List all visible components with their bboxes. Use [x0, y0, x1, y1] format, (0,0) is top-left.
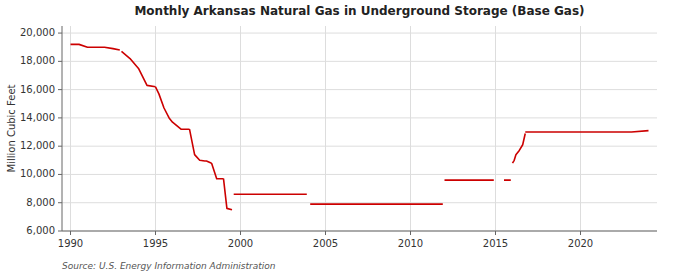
- tick-label-x: 1995: [143, 238, 168, 249]
- tick-label-x: 2015: [483, 238, 508, 249]
- tick-labels: 6,000 8,000 10,000 12,000 14,000 16,000 18,000…: [20, 27, 593, 249]
- plot-area: [71, 44, 649, 209]
- tick-x: [240, 231, 241, 235]
- y-axis-label: Million Cubic Feet: [6, 84, 17, 172]
- tick-label-y: 6,000: [26, 225, 55, 236]
- tick-label-x: 1990: [58, 238, 83, 249]
- tick-y: [58, 89, 62, 90]
- axis-y: [62, 26, 63, 231]
- tick-y: [58, 174, 62, 175]
- tick-x: [410, 231, 411, 235]
- tick-y: [58, 117, 62, 118]
- tick-y: [58, 231, 62, 232]
- tick-y: [58, 61, 62, 62]
- tick-x: [495, 231, 496, 235]
- tick-x: [580, 231, 581, 235]
- grid-line-y: [62, 117, 657, 118]
- tick-y: [58, 33, 62, 34]
- axis-x: [62, 231, 657, 232]
- tick-label-y: 18,000: [20, 55, 55, 66]
- tick-label-y: 20,000: [20, 27, 55, 38]
- grid-line-x: [580, 26, 581, 231]
- grid-line-x: [240, 26, 241, 231]
- grid-line-y: [62, 33, 657, 34]
- tick-x: [70, 231, 71, 235]
- grid-line-x: [495, 26, 496, 231]
- title: Monthly Arkansas Natural Gas in Undergro…: [134, 4, 584, 18]
- tick-label-y: 14,000: [20, 112, 55, 123]
- grid-line-y: [62, 89, 657, 90]
- grid-line-y: [62, 61, 657, 62]
- grid-line-x: [410, 26, 411, 231]
- tick-x: [155, 231, 156, 235]
- tick-x: [325, 231, 326, 235]
- tick-label-x: 2010: [398, 238, 423, 249]
- grid-line-x: [70, 26, 71, 231]
- tick-label-x: 2005: [313, 238, 338, 249]
- tick-label-y: 16,000: [20, 84, 55, 95]
- source-note: Source: U.S. Energy Information Administ…: [62, 261, 276, 271]
- grid-line-y: [62, 231, 657, 232]
- grid-line-x: [155, 26, 156, 231]
- grid: [62, 26, 657, 231]
- tick-y: [58, 202, 62, 203]
- chart: 6,000 8,000 10,000 12,000 14,000 16,000 18,000…: [0, 0, 675, 275]
- grid-line-y: [62, 202, 657, 203]
- grid-line-x: [325, 26, 326, 231]
- tick-label-y: 10,000: [20, 168, 55, 179]
- line: [71, 44, 649, 209]
- grid-line-y: [62, 146, 657, 147]
- tick-y: [58, 146, 62, 147]
- tick-label-x: 2020: [568, 238, 593, 249]
- tick-label-x: 2000: [228, 238, 253, 249]
- tick-label-y: 12,000: [20, 140, 55, 151]
- grid-line-y: [62, 174, 657, 175]
- tick-label-y: 8,000: [26, 197, 55, 208]
